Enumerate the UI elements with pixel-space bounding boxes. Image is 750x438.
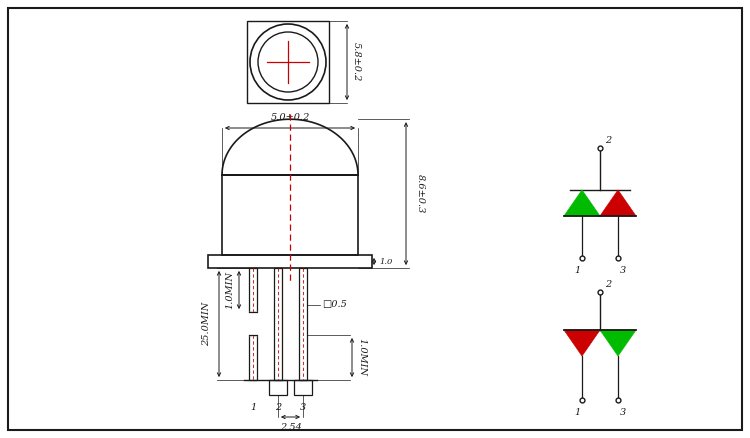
Polygon shape xyxy=(600,190,636,216)
Text: 8.6±0.3: 8.6±0.3 xyxy=(416,174,425,213)
Text: 1.0MIN: 1.0MIN xyxy=(225,271,234,309)
Text: 1: 1 xyxy=(574,408,580,417)
Text: 2: 2 xyxy=(605,136,611,145)
Bar xyxy=(208,255,372,268)
Text: 5.8±0.2: 5.8±0.2 xyxy=(352,42,361,82)
Polygon shape xyxy=(248,312,258,335)
Text: 2.54: 2.54 xyxy=(280,423,302,432)
Text: 1: 1 xyxy=(574,266,580,275)
Text: 3: 3 xyxy=(620,266,626,275)
Polygon shape xyxy=(564,330,600,356)
Text: 5.0±0.2: 5.0±0.2 xyxy=(270,113,310,122)
Bar xyxy=(294,380,312,395)
Text: 1: 1 xyxy=(250,403,256,412)
Polygon shape xyxy=(564,190,600,216)
Bar xyxy=(247,21,329,103)
Text: 3: 3 xyxy=(620,408,626,417)
Text: 25.0MIN: 25.0MIN xyxy=(202,302,211,346)
Bar xyxy=(269,380,287,395)
Text: 3: 3 xyxy=(300,403,306,412)
Text: □0.5: □0.5 xyxy=(322,300,346,310)
Bar xyxy=(249,268,257,312)
Text: 1.0MIN: 1.0MIN xyxy=(357,339,366,377)
Bar xyxy=(249,335,257,380)
Polygon shape xyxy=(600,330,636,356)
Bar xyxy=(222,175,358,255)
Text: 1.0: 1.0 xyxy=(379,258,392,265)
Bar xyxy=(274,268,282,380)
Text: 2: 2 xyxy=(605,280,611,289)
Bar xyxy=(299,268,307,380)
Text: 2: 2 xyxy=(274,403,281,412)
